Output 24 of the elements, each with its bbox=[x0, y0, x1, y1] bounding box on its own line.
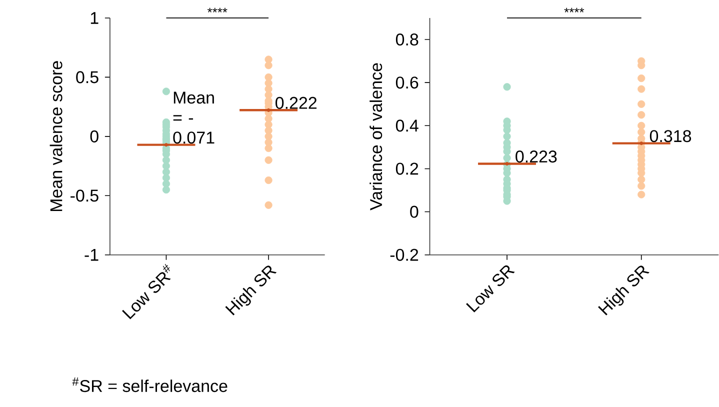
y-tick-label: 0.4 bbox=[396, 120, 418, 132]
data-label: 0.223 bbox=[516, 150, 557, 163]
y-tick-label: 0.5 bbox=[76, 71, 98, 84]
x-tick-label: High SR bbox=[225, 266, 277, 316]
data-label: 0.222 bbox=[276, 97, 317, 110]
y-tick-label: -1 bbox=[84, 249, 98, 261]
y-tick-label: 0 bbox=[90, 130, 98, 143]
text: **** bbox=[207, 8, 228, 13]
x-tick-label: Low SR bbox=[466, 265, 515, 313]
x-tick-label: Low SR$^{#}$ bbox=[122, 264, 171, 320]
data-label: 0.318 bbox=[650, 130, 692, 142]
y-tick-label: -0.2 bbox=[390, 248, 418, 261]
y-tick-label: 1 bbox=[90, 12, 98, 24]
y-axis-title: Mean valence score bbox=[50, 61, 62, 212]
y-tick-label: 0.8 bbox=[396, 34, 418, 46]
x-tick-label: High SR bbox=[598, 266, 650, 316]
y-tick-label: 0.6 bbox=[396, 76, 418, 89]
y-tick-label: 0 bbox=[410, 206, 418, 218]
y-axis-title: Variance of valence bbox=[370, 63, 382, 210]
text: $^{#}$SR = self-relevance bbox=[72, 378, 228, 392]
y-tick-label: 0.2 bbox=[396, 162, 418, 175]
y-tick-label: -0.5 bbox=[70, 190, 98, 202]
text: **** bbox=[564, 8, 584, 13]
data-label: Mean = -0.071 bbox=[173, 92, 214, 144]
